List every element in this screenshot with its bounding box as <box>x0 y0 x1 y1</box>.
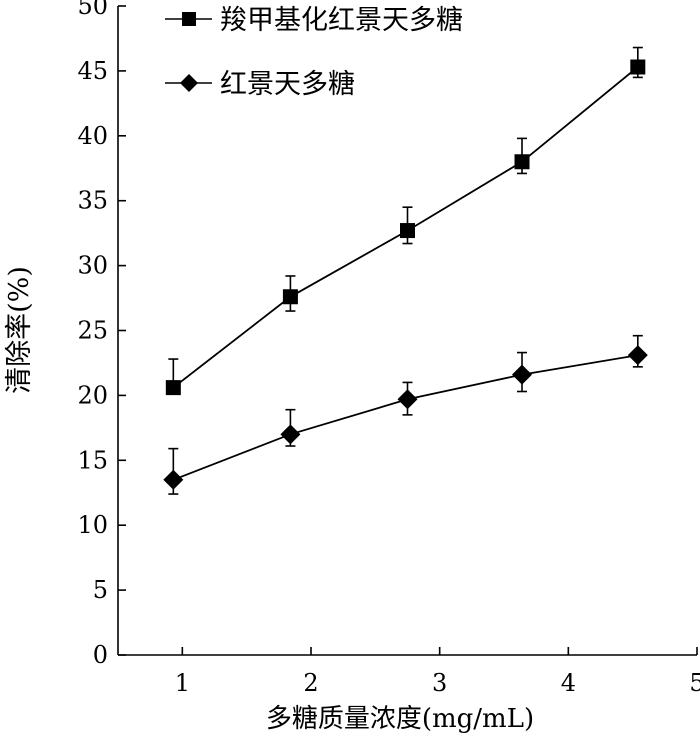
y-ticks: 0 5 10 15 20 25 30 35 40 45 50 <box>77 0 126 669</box>
data-point-square <box>630 59 646 75</box>
data-point-diamond <box>163 469 184 490</box>
series-1 <box>163 334 648 495</box>
data-point-square <box>282 289 298 305</box>
legend-label-0: 羧甲基化红景天多糖 <box>220 5 463 36</box>
x-tick-label: 5 <box>689 669 700 697</box>
legend-marker-diamond <box>180 74 198 92</box>
data-point-square <box>165 380 181 396</box>
data-point-diamond <box>280 424 301 445</box>
y-tick-label: 45 <box>77 57 108 85</box>
y-tick-label: 10 <box>77 511 108 539</box>
data-point-diamond <box>512 364 533 385</box>
y-tick-label: 15 <box>77 446 108 474</box>
y-axis-title: 清除率(%) <box>4 266 35 394</box>
x-tick-label: 1 <box>175 669 190 697</box>
x-ticks: 1 2 3 4 5 <box>175 647 700 697</box>
legend-item-0: 羧甲基化红景天多糖 <box>165 5 463 36</box>
legend-marker-square <box>182 12 196 26</box>
y-tick-label: 0 <box>93 641 108 669</box>
x-tick-label: 2 <box>303 669 318 697</box>
y-tick-label: 35 <box>77 187 108 215</box>
y-tick-label: 5 <box>93 576 108 604</box>
data-point-square <box>514 154 530 170</box>
data-point-square <box>400 223 415 239</box>
y-tick-label: 20 <box>77 381 108 409</box>
legend: 羧甲基化红景天多糖 红景天多糖 <box>165 5 463 100</box>
data-point-diamond <box>397 389 418 410</box>
x-tick-label: 3 <box>432 669 447 697</box>
y-tick-label: 25 <box>77 317 108 345</box>
series-line <box>172 354 638 481</box>
legend-item-1: 红景天多糖 <box>165 69 355 100</box>
y-tick-label: 40 <box>77 122 108 150</box>
y-tick-label: 30 <box>77 252 108 280</box>
data-point-diamond <box>627 345 648 366</box>
series-0 <box>165 46 646 396</box>
x-axis-title: 多糖质量浓度(mg/mL) <box>266 704 534 734</box>
series-layer <box>163 46 648 495</box>
legend-label-1: 红景天多糖 <box>220 69 355 100</box>
x-tick-label: 4 <box>561 669 576 697</box>
y-tick-label: 50 <box>77 0 108 20</box>
